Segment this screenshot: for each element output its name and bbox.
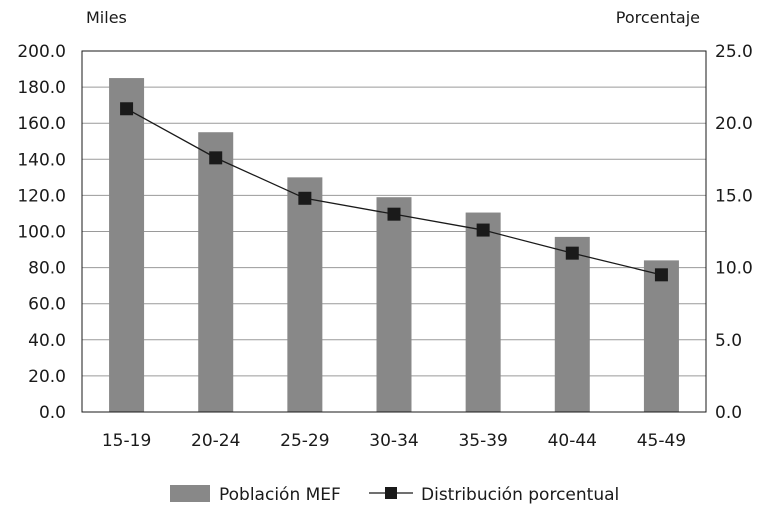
x-tick-label: 45-49 [637, 431, 686, 451]
x-tick-label: 25-29 [280, 431, 329, 451]
x-tick-label: 20-24 [191, 431, 240, 451]
left-tick-label: 20.0 [28, 367, 66, 387]
x-tick-label: 35-39 [458, 431, 507, 451]
left-tick-label: 0.0 [39, 403, 66, 423]
left-tick-label: 40.0 [28, 331, 66, 351]
left-tick-label: 200.0 [17, 42, 66, 62]
left-axis-tick-labels: 0.0 20.0 40.0 60.0 80.0 100.0 120.0 140.0 160.0 1… [17, 42, 66, 423]
bar [376, 197, 412, 412]
legend: Población MEF Distribución porcentual [170, 485, 619, 505]
left-tick-label: 60.0 [28, 295, 66, 315]
right-tick-label: 10.0 [715, 259, 753, 279]
line-marker [120, 102, 134, 116]
right-axis-tick-labels: 0.0 5.0 10.0 15.0 20.0 25.0 [715, 42, 753, 423]
bar [465, 212, 501, 412]
x-tick-label: 15-19 [102, 431, 151, 451]
bar-series [109, 78, 679, 412]
right-tick-label: 20.0 [715, 114, 753, 134]
bar [198, 132, 234, 412]
left-axis-unit-label: Miles [86, 8, 127, 27]
bar [643, 260, 679, 412]
right-tick-label: 5.0 [715, 331, 742, 351]
legend-label-bar: Población MEF [219, 485, 341, 505]
plot-area-border [81, 50, 707, 413]
line-marker [654, 268, 668, 282]
x-tick-label: 30-34 [369, 431, 418, 451]
x-axis-tick-labels: 15-19 20-24 25-29 30-34 35-39 40-44 45-49 [102, 431, 686, 451]
left-tick-label: 180.0 [17, 78, 66, 98]
legend-swatch-marker [385, 487, 397, 499]
line-series [120, 102, 668, 282]
left-tick-label: 80.0 [28, 259, 66, 279]
right-tick-label: 15.0 [715, 186, 753, 206]
left-tick-label: 120.0 [17, 186, 66, 206]
legend-swatch-bar [170, 485, 210, 502]
left-tick-label: 160.0 [17, 114, 66, 134]
legend-label-line: Distribución porcentual [421, 485, 619, 505]
right-axis-unit-label: Porcentaje [616, 8, 700, 27]
bar [554, 236, 590, 412]
left-tick-label: 100.0 [17, 223, 66, 243]
right-tick-label: 25.0 [715, 42, 753, 62]
line-marker [387, 207, 401, 221]
line-marker [298, 191, 312, 205]
line-marker [565, 246, 579, 260]
line-marker [209, 151, 223, 165]
left-tick-label: 140.0 [17, 150, 66, 170]
bar [287, 177, 323, 412]
right-tick-label: 0.0 [715, 403, 742, 423]
bar [109, 78, 145, 412]
line-marker [476, 223, 490, 237]
x-tick-label: 40-44 [548, 431, 597, 451]
